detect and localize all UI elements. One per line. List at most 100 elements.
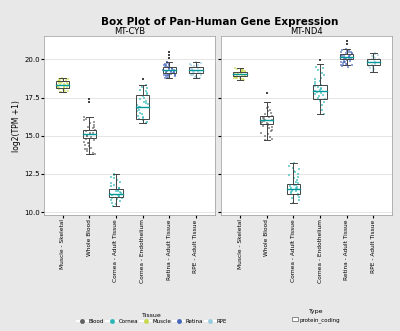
Point: [195, 65, 201, 71]
Point: [315, 95, 321, 100]
Point: [364, 59, 371, 64]
Point: [107, 191, 113, 196]
Point: [86, 96, 92, 102]
Bar: [163, 67, 176, 73]
Point: [234, 75, 240, 80]
Point: [166, 67, 173, 72]
Point: [365, 58, 371, 64]
Point: [349, 51, 355, 57]
Point: [338, 60, 344, 65]
Point: [83, 136, 90, 141]
Point: [317, 86, 324, 91]
Point: [296, 197, 302, 203]
Point: [369, 57, 375, 62]
Point: [320, 112, 327, 117]
Point: [344, 58, 350, 63]
Point: [197, 71, 203, 76]
Point: [342, 55, 348, 61]
Point: [171, 70, 178, 75]
Point: [294, 187, 301, 192]
Point: [289, 188, 295, 193]
Point: [110, 203, 116, 209]
Point: [318, 83, 324, 88]
Point: [163, 63, 169, 68]
Point: [168, 68, 174, 73]
Point: [320, 93, 326, 98]
Point: [197, 76, 204, 81]
Point: [311, 79, 318, 85]
Point: [343, 51, 350, 56]
Point: [238, 71, 244, 76]
Point: [137, 105, 144, 110]
Point: [61, 81, 67, 87]
Point: [260, 116, 266, 121]
Point: [56, 79, 62, 85]
Point: [162, 64, 168, 70]
Point: [64, 84, 70, 89]
Point: [134, 103, 140, 108]
Point: [372, 61, 378, 67]
Point: [54, 85, 61, 90]
Point: [86, 99, 92, 105]
Point: [61, 83, 67, 89]
Point: [136, 107, 142, 113]
Point: [296, 194, 302, 200]
Point: [92, 151, 98, 157]
Point: [111, 182, 118, 187]
Point: [89, 125, 96, 131]
Point: [348, 49, 354, 54]
Point: [234, 67, 240, 72]
Point: [114, 177, 121, 183]
Point: [265, 121, 272, 127]
Point: [366, 64, 372, 69]
Point: [371, 54, 378, 60]
Point: [116, 193, 122, 199]
Point: [56, 79, 62, 84]
Point: [190, 70, 196, 75]
Point: [144, 92, 150, 97]
Point: [294, 174, 301, 180]
Point: [369, 63, 375, 68]
Point: [269, 125, 275, 130]
Point: [344, 38, 350, 44]
Point: [342, 60, 348, 65]
Point: [348, 57, 354, 62]
Point: [268, 127, 275, 132]
Point: [269, 113, 276, 118]
Point: [142, 83, 149, 88]
Point: [286, 183, 293, 189]
Point: [292, 186, 299, 191]
Point: [292, 183, 299, 188]
Point: [264, 90, 270, 96]
Point: [108, 200, 115, 206]
Point: [239, 70, 246, 75]
Point: [65, 89, 71, 94]
Bar: [260, 116, 273, 124]
Point: [91, 119, 98, 124]
Point: [84, 133, 90, 138]
Point: [60, 84, 67, 90]
Point: [54, 83, 60, 88]
Point: [371, 58, 378, 63]
Point: [58, 89, 64, 95]
Point: [314, 89, 320, 95]
Point: [59, 79, 65, 85]
Point: [312, 76, 318, 82]
Point: [294, 184, 300, 190]
Title: MT-ND4: MT-ND4: [290, 26, 323, 36]
Point: [239, 76, 246, 82]
Point: [262, 118, 268, 123]
Point: [264, 106, 270, 111]
Point: [108, 180, 115, 186]
Point: [315, 93, 322, 99]
Point: [372, 55, 378, 61]
Point: [321, 72, 327, 77]
Point: [116, 199, 123, 204]
Point: [87, 130, 93, 135]
Point: [346, 48, 352, 53]
Point: [141, 99, 148, 105]
Point: [290, 165, 296, 170]
Point: [291, 182, 297, 187]
Point: [166, 66, 173, 71]
Point: [258, 120, 264, 125]
